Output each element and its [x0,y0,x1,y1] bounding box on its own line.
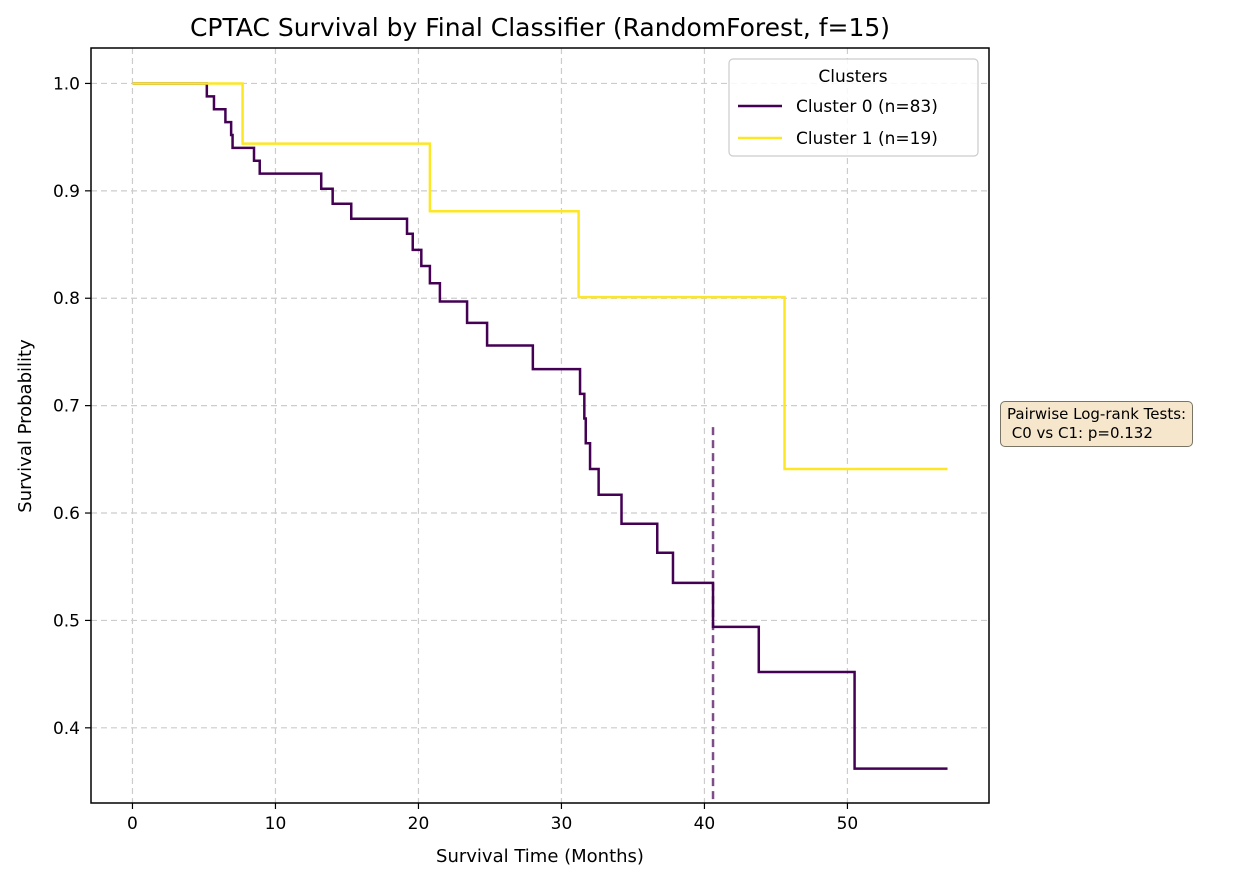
x-tick-label: 30 [551,814,573,834]
y-tick-label: 1.0 [53,74,80,94]
legend-title: Clusters [818,67,887,87]
y-axis-label: Survival Probability [15,339,36,513]
y-tick-label: 0.9 [53,182,80,202]
legend: Clusters Cluster 0 (n=83) Cluster 1 (n=1… [728,58,979,157]
y-tick-label: 0.8 [53,289,80,309]
y-axis-ticks: 0.4 0.5 0.6 0.7 0.8 0.9 1.0 [53,74,91,739]
legend-label-cluster-1: Cluster 1 (n=19) [796,129,938,149]
x-tick-label: 40 [694,814,716,834]
x-tick-label: 50 [837,814,859,834]
legend-box [728,58,979,157]
y-tick-label: 0.6 [53,504,80,524]
legend-label-cluster-0: Cluster 0 (n=83) [796,97,938,117]
series-layer [132,82,948,770]
chart-title: CPTAC Survival by Final Classifier (Rand… [190,13,890,42]
x-tick-label: 20 [408,814,430,834]
logrank-annotation: Pairwise Log-rank Tests: C0 vs C1: p=0.1… [1000,401,1194,447]
plot-frame [90,47,990,804]
y-tick-label: 0.4 [53,719,80,739]
y-tick-label: 0.5 [53,611,80,631]
x-axis-ticks: 0 10 20 30 40 50 [127,803,858,834]
x-tick-label: 10 [265,814,287,834]
x-axis-label: Survival Time (Months) [436,846,644,867]
x-tick-label: 0 [127,814,138,834]
y-tick-label: 0.7 [53,397,80,417]
km-curve-cluster-1 [132,82,948,471]
km-curve-cluster-0 [132,82,948,770]
